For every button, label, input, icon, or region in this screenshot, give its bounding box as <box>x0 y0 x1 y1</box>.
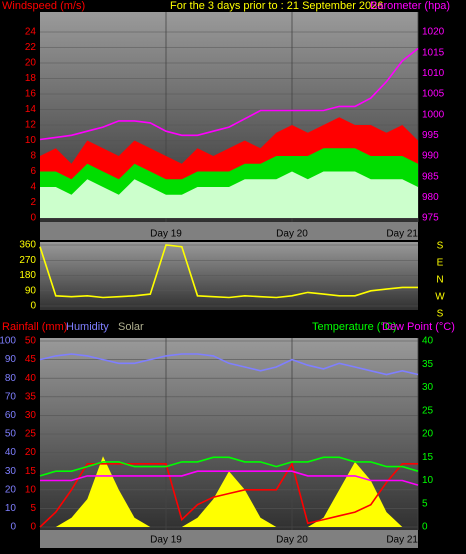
y3-tick-label: 30 <box>25 410 37 421</box>
x-tick-label: Day 19 <box>150 229 182 240</box>
y3-tick-label: 25 <box>25 429 37 440</box>
x-tick-label: Day 19 <box>150 535 182 546</box>
y-tick-label: 70 <box>5 391 17 402</box>
y2-tick-label: 40 <box>422 336 434 347</box>
y2-tick-label: 10 <box>422 475 434 486</box>
y-tick-label: 10 <box>25 135 37 146</box>
y-tick-label: 6 <box>30 166 36 177</box>
y3-tick-label: 50 <box>25 336 37 347</box>
legend-label: Temperature (°C) <box>312 321 396 333</box>
y2-tick-label: 975 <box>422 213 439 224</box>
y-tick-label: 12 <box>25 120 37 131</box>
y-tick-label: 10 <box>5 503 17 514</box>
direction-label: S <box>437 241 444 252</box>
y2-tick-label: 35 <box>422 359 434 370</box>
y2-tick-label: 980 <box>422 192 439 203</box>
y-tick-label: 20 <box>25 58 37 69</box>
y2-tick-label: 1015 <box>422 47 445 58</box>
y-tick-label: 90 <box>25 285 37 296</box>
direction-label: S <box>437 309 444 320</box>
area <box>40 171 418 218</box>
line <box>39 461 418 528</box>
y2-tick-label: 1005 <box>422 89 445 100</box>
y2-tick-label: 30 <box>422 382 434 393</box>
legend-label: Rainfall (mm) <box>2 321 67 333</box>
y3-tick-label: 5 <box>30 503 36 514</box>
y-tick-label: 30 <box>5 466 17 477</box>
chart-title: For the 3 days prior to : 21 September 2… <box>170 0 383 12</box>
y3-tick-label: 45 <box>25 354 37 365</box>
x-axis-strip <box>40 222 418 240</box>
y-tick-label: 8 <box>30 151 36 162</box>
y2-tick-label: 20 <box>422 429 434 440</box>
x-tick-label: Day 21 <box>386 535 418 546</box>
y-tick-label: 18 <box>25 73 37 84</box>
direction-label: E <box>437 258 444 269</box>
y-tick-label: 4 <box>30 182 36 193</box>
y-tick-label: 20 <box>5 484 17 495</box>
y3-tick-label: 15 <box>25 466 37 477</box>
line <box>39 456 419 477</box>
y3-tick-label: 0 <box>30 522 36 533</box>
y-tick-label: 360 <box>19 240 36 251</box>
line <box>39 244 418 299</box>
line <box>39 353 419 376</box>
y3-tick-label: 35 <box>25 391 37 402</box>
y-tick-label: 0 <box>10 522 16 533</box>
y-tick-label: 40 <box>5 447 17 458</box>
line <box>40 470 419 486</box>
y-tick-label: 80 <box>5 373 17 384</box>
y2-tick-label: 25 <box>422 405 434 416</box>
x-tick-label: Day 20 <box>276 535 308 546</box>
y-tick-label: 180 <box>19 270 36 281</box>
legend-label: Solar <box>118 321 144 333</box>
y-tick-label: 270 <box>19 255 36 266</box>
plot-area <box>40 242 418 310</box>
area <box>40 456 418 527</box>
line <box>39 47 419 141</box>
y3-tick-label: 40 <box>25 373 37 384</box>
y2-tick-label: 990 <box>422 151 439 162</box>
y-tick-label: 90 <box>5 354 17 365</box>
y2-axis-title: Barometer (hpa) <box>370 0 450 12</box>
direction-label: W <box>435 292 445 303</box>
y2-tick-label: 0 <box>422 522 428 533</box>
y2-tick-label: 1000 <box>422 109 445 120</box>
x-tick-label: Day 20 <box>276 229 308 240</box>
y2-tick-label: 15 <box>422 452 434 463</box>
y2-tick-label: 1010 <box>422 68 445 79</box>
y-tick-label: 24 <box>25 27 37 38</box>
y-tick-label: 50 <box>5 429 17 440</box>
y-tick-label: 100 <box>0 336 16 347</box>
y-tick-label: 16 <box>25 89 37 100</box>
y3-tick-label: 10 <box>25 484 37 495</box>
y2-tick-label: 5 <box>422 498 428 509</box>
y-tick-label: 0 <box>30 213 36 224</box>
x-tick-label: Day 21 <box>386 229 418 240</box>
y-tick-label: 2 <box>30 197 36 208</box>
legend-label: Dew Point (°C) <box>382 321 455 333</box>
x-axis-strip <box>40 530 418 548</box>
y-tick-label: 60 <box>5 410 17 421</box>
legend-label: Humidity <box>66 321 109 333</box>
y2-tick-label: 1020 <box>422 27 445 38</box>
y2-tick-label: 995 <box>422 130 439 141</box>
y-axis-title: Windspeed (m/s) <box>2 0 85 12</box>
direction-label: N <box>436 275 443 286</box>
y-tick-label: 14 <box>25 104 37 115</box>
y2-tick-label: 985 <box>422 171 439 182</box>
y3-tick-label: 20 <box>25 447 37 458</box>
y-tick-label: 0 <box>30 301 36 312</box>
y-tick-label: 22 <box>25 42 37 53</box>
